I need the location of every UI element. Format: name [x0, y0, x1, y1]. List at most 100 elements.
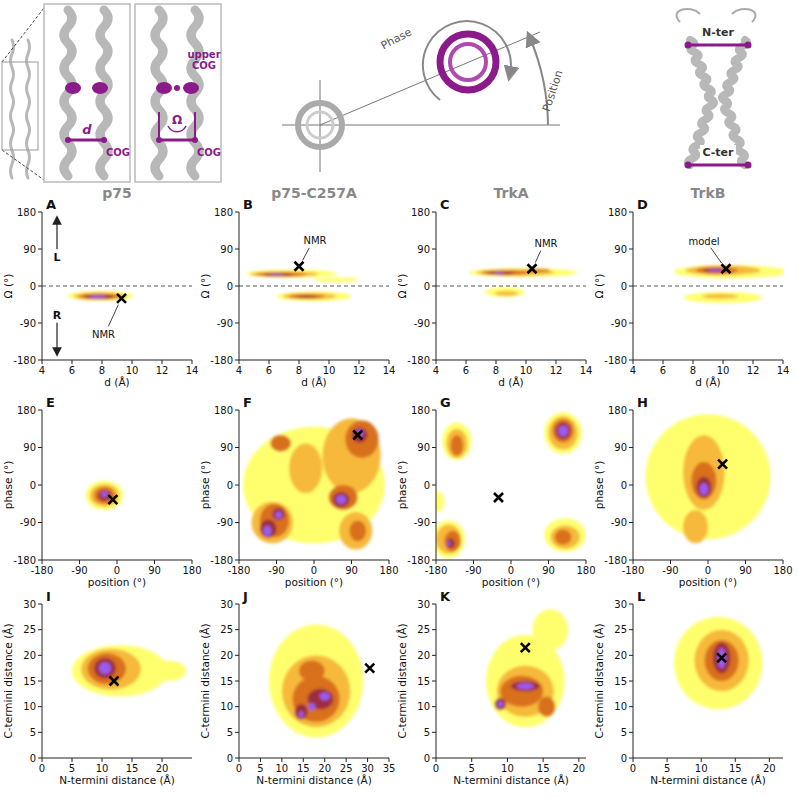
zoom-line	[2, 150, 44, 180]
density-region	[247, 270, 337, 278]
y-axis-title: Ω (°)	[593, 274, 605, 299]
x-tick-label: 4	[236, 365, 242, 376]
y-tick-label: -180	[407, 355, 430, 366]
y-tick	[432, 323, 436, 324]
y-tick-label: 30	[23, 599, 36, 610]
x-axis-title: N-termini distance (Å)	[650, 774, 766, 786]
density-region	[296, 295, 317, 297]
density-region	[436, 525, 461, 554]
y-tick-label: 15	[417, 676, 430, 687]
y-tick	[235, 681, 239, 682]
x-tick	[192, 560, 193, 564]
x-tick-label: 6	[69, 365, 75, 376]
density-region	[469, 268, 577, 277]
y-tick	[235, 732, 239, 733]
y-tick-label: -180	[210, 555, 233, 566]
x-tick	[389, 560, 390, 564]
density-region	[314, 277, 359, 282]
density-region	[532, 609, 568, 650]
x-tick	[346, 758, 347, 762]
x-axis	[239, 758, 389, 759]
x-tick	[42, 360, 43, 364]
x-axis-title: position (°)	[285, 576, 343, 588]
y-tick-label: 30	[417, 599, 430, 610]
density-region	[282, 655, 351, 727]
y-tick-label: 180	[214, 207, 233, 218]
density	[674, 265, 784, 303]
helix	[690, 40, 712, 100]
x-tick	[735, 758, 736, 762]
y-tick	[235, 604, 239, 605]
x-tick-label: 0	[433, 763, 439, 774]
x-tick	[586, 360, 587, 364]
panel: model468101214-180-90090180d (Å)Ω (°)D	[593, 197, 789, 388]
density-region	[252, 502, 294, 544]
density-region	[713, 643, 731, 674]
label: COG	[197, 147, 221, 158]
x-tick	[132, 360, 133, 364]
density-region	[556, 423, 571, 440]
terminus-dot	[685, 162, 692, 169]
x-tick	[663, 360, 664, 364]
y-tick-label: -180	[13, 555, 36, 566]
x-tick	[299, 360, 300, 364]
panel: 05101520051015202530N-termini distance (…	[396, 589, 586, 786]
omega-arm	[194, 112, 196, 140]
y-tick	[629, 447, 633, 448]
y-tick-label: 180	[214, 405, 233, 416]
panel-letter: E	[46, 395, 55, 410]
cter-line	[688, 164, 748, 167]
y-tick	[235, 410, 239, 411]
x-tick-label: 0	[311, 565, 317, 576]
x-tick-label: 6	[463, 365, 469, 376]
x-tick	[436, 360, 437, 364]
panel-letter: D	[637, 197, 648, 212]
label: COG	[106, 147, 130, 158]
panel-letter: I	[46, 589, 51, 604]
y-tick	[38, 447, 42, 448]
x-tick	[753, 360, 754, 364]
y-tick	[629, 560, 633, 561]
density-region	[486, 287, 525, 297]
y-tick-label: -90	[217, 517, 233, 528]
y-tick	[629, 212, 633, 213]
x-tick-label: 20	[572, 763, 585, 774]
y-tick	[432, 447, 436, 448]
x-tick-label: 90	[345, 565, 358, 576]
y-axis-title: phase (°)	[396, 461, 408, 509]
density-region	[275, 511, 282, 519]
x-axis	[239, 360, 389, 361]
y-axis-title: C-termini distance (Å)	[199, 623, 211, 738]
density-region	[674, 265, 784, 278]
x-tick	[102, 758, 103, 762]
panel: -180-90090180-180-90090180position (°)ph…	[199, 395, 399, 588]
residue	[183, 82, 199, 94]
x-tick-label: 14	[777, 365, 790, 376]
plot-area	[486, 609, 568, 727]
density-region	[495, 291, 519, 296]
y-tick	[432, 522, 436, 523]
x-tick-label: 20	[763, 763, 776, 774]
x-tick	[269, 360, 270, 364]
density-region	[436, 491, 444, 512]
y-tick	[235, 323, 239, 324]
y-tick-label: 180	[17, 405, 36, 416]
y-tick-label: 5	[621, 727, 627, 738]
y-tick	[432, 706, 436, 707]
y-tick	[629, 410, 633, 411]
x-tick-label: 20	[156, 763, 169, 774]
annotation: R	[53, 309, 62, 322]
reference-point	[521, 643, 530, 652]
y-tick	[432, 410, 436, 411]
axis	[282, 125, 560, 126]
x-axis-title: N-termini distance (Å)	[256, 774, 372, 786]
y-tick-label: 90	[614, 442, 627, 453]
x-tick	[154, 560, 155, 564]
y-tick-label: 90	[614, 244, 627, 255]
x-tick	[436, 560, 437, 564]
density-region	[333, 492, 350, 507]
x-tick	[359, 360, 360, 364]
y-tick-label: 5	[227, 727, 233, 738]
x-tick-label: 12	[747, 365, 760, 376]
y-tick-label: -180	[604, 355, 627, 366]
